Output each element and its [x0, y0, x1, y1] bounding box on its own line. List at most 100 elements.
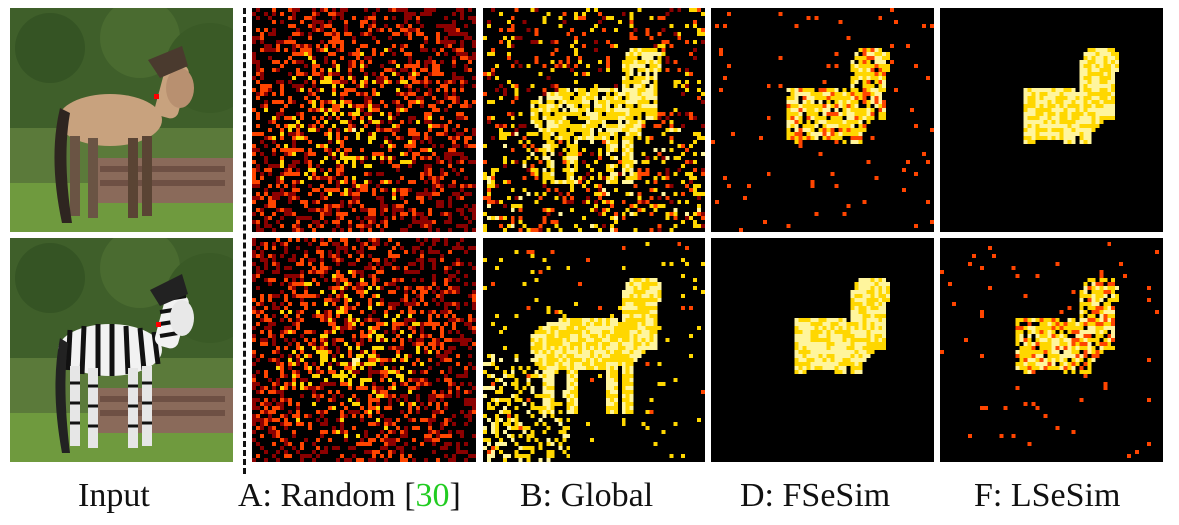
heatmap-cell	[416, 426, 420, 430]
heatmap-cell	[444, 358, 448, 362]
heatmap-cell	[432, 96, 436, 100]
heatmap-cell	[1047, 88, 1052, 92]
heatmap-cell	[420, 68, 424, 72]
heatmap-cell	[597, 326, 602, 330]
heatmap-cell	[862, 72, 867, 76]
heatmap-cell	[617, 322, 622, 326]
heatmap-cell	[264, 314, 268, 318]
heatmap-cell	[510, 124, 515, 128]
heatmap-cell	[597, 342, 602, 346]
heatmap-cell	[1055, 124, 1060, 128]
heatmap-cell	[601, 318, 606, 322]
heatmap-cell	[432, 430, 436, 434]
heatmap-cell	[272, 342, 276, 346]
heatmap-cell	[597, 358, 602, 362]
heatmap-cell	[448, 28, 452, 32]
heatmap-cell	[486, 120, 491, 124]
heatmap-cell	[320, 410, 324, 414]
heatmap-cell	[364, 56, 368, 60]
heatmap-cell	[566, 96, 571, 100]
heatmap-cell	[292, 338, 296, 342]
heatmap-cell	[653, 326, 658, 330]
heatmap-cell	[472, 144, 476, 148]
heatmap-cell	[758, 136, 763, 140]
heatmap-cell	[300, 180, 304, 184]
heatmap-cell	[348, 64, 352, 68]
heatmap-cell	[542, 326, 547, 330]
heatmap-cell	[490, 168, 495, 172]
heatmap-cell	[621, 164, 626, 168]
heatmap-cell	[360, 44, 364, 48]
heatmap-cell	[456, 242, 460, 246]
heatmap-cell	[396, 354, 400, 358]
heatmap-cell	[562, 136, 567, 140]
heatmap-cell	[292, 48, 296, 52]
heatmap-cell	[356, 362, 360, 366]
heatmap-cell	[280, 84, 284, 88]
heatmap-cell	[1067, 132, 1072, 136]
heatmap-cell	[1087, 76, 1092, 80]
heatmap-cell	[268, 120, 272, 124]
heatmap-cell	[878, 16, 883, 20]
heatmap-cell	[448, 196, 452, 200]
heatmap-cell	[256, 196, 260, 200]
heatmap-cell	[1043, 136, 1048, 140]
heatmap-cell	[356, 196, 360, 200]
heatmap-cell	[392, 246, 396, 250]
heatmap-cell	[546, 342, 551, 346]
heatmap-cell	[328, 208, 332, 212]
heatmap-cell	[1107, 100, 1112, 104]
heatmap-cell	[468, 208, 472, 212]
heatmap-cell	[268, 390, 272, 394]
heatmap-cell	[336, 164, 340, 168]
heatmap-cell	[264, 92, 268, 96]
heatmap-cell	[594, 342, 598, 346]
heatmap-cell	[472, 330, 476, 334]
heatmap-cell	[542, 192, 547, 196]
heatmap-cell	[448, 80, 452, 84]
heatmap-cell	[649, 136, 654, 140]
heatmap-cell	[681, 258, 686, 262]
heatmap-cell	[629, 156, 634, 160]
heatmap-cell	[464, 144, 468, 148]
heatmap-cell	[601, 362, 606, 366]
heatmap-cell	[300, 358, 304, 362]
heatmap-cell	[693, 176, 698, 180]
heatmap-cell	[412, 418, 416, 422]
heatmap-cell	[364, 224, 368, 228]
heatmap-cell	[376, 390, 380, 394]
heatmap-cell	[352, 128, 356, 132]
heatmap-cell	[534, 298, 539, 302]
heatmap-cell	[625, 60, 630, 64]
heatmap-cell	[677, 242, 682, 246]
heatmap-cell	[296, 188, 300, 192]
heatmap-cell	[594, 48, 598, 52]
heatmap-cell	[1075, 132, 1080, 136]
heatmap-cell	[649, 64, 654, 68]
heatmap-cell	[312, 302, 316, 306]
heatmap-cell	[264, 48, 268, 52]
heatmap-cell	[566, 120, 571, 124]
heatmap-cell	[653, 44, 658, 48]
heatmap-cell	[260, 338, 264, 342]
heatmap-cell	[408, 406, 412, 410]
heatmap-cell	[460, 156, 464, 160]
heatmap-cell	[336, 160, 340, 164]
heatmap-cell	[340, 286, 344, 290]
heatmap-cell	[256, 112, 260, 116]
heatmap-cell	[268, 44, 272, 48]
heatmap-cell	[472, 326, 476, 330]
heatmap-cell	[1095, 104, 1100, 108]
heatmap-cell	[701, 152, 705, 156]
heatmap-cell	[538, 104, 543, 108]
query-point-marker	[154, 94, 159, 99]
heatmap-cell	[404, 8, 408, 12]
heatmap-cell	[324, 176, 328, 180]
heatmap-cell	[530, 342, 535, 346]
heatmap-cell	[882, 52, 887, 56]
heatmap-cell	[922, 152, 927, 156]
heatmap-cell	[649, 196, 654, 200]
heatmap-cell	[605, 88, 610, 92]
heatmap-cell	[510, 116, 515, 120]
heatmap-cell	[613, 334, 618, 338]
